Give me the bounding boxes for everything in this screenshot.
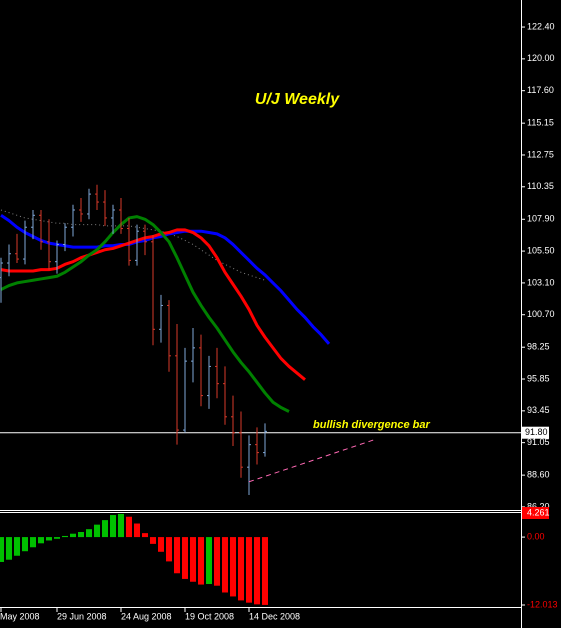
- osc-bar: [158, 537, 164, 552]
- osc-bar: [38, 537, 44, 544]
- y-tick-label: -12.013: [527, 599, 558, 609]
- osc-bar: [142, 533, 148, 538]
- y-tick-label: 115.15: [527, 118, 554, 128]
- x-tick-label: May 2008: [0, 611, 40, 621]
- y-tick-label: 103.10: [527, 277, 555, 287]
- osc-bar: [166, 537, 172, 562]
- y-tick-label: 100.70: [527, 309, 555, 319]
- osc-bar: [214, 537, 220, 586]
- y-tick-label: 91.05: [527, 437, 550, 447]
- osc-bar: [110, 515, 116, 538]
- osc-bar: [222, 537, 228, 593]
- y-tick-label: 110.35: [527, 181, 554, 191]
- chart-title: U/J Weekly: [255, 91, 340, 108]
- osc-bar: [246, 537, 252, 603]
- osc-bar: [62, 535, 68, 538]
- osc-bar: [70, 533, 76, 538]
- y-tick-label: 98.25: [527, 342, 550, 352]
- y-tick-label: 4.261: [527, 507, 550, 517]
- x-tick-label: 19 Oct 2008: [185, 611, 234, 621]
- x-tick-label: 14 Dec 2008: [249, 611, 300, 621]
- annotation: bullish divergence bar: [313, 419, 430, 431]
- current-price-box: [522, 426, 549, 439]
- osc-bar: [0, 537, 4, 562]
- osc-bar: [230, 537, 236, 597]
- osc-bar: [6, 537, 12, 560]
- osc-bar: [190, 537, 196, 582]
- x-tick-label: 24 Aug 2008: [121, 611, 172, 621]
- osc-bar: [206, 537, 212, 585]
- y-tick-label: 86.20: [527, 501, 550, 511]
- y-tick-label: 88.60: [527, 470, 550, 480]
- x-tick-label: 29 Jun 2008: [57, 611, 107, 621]
- y-tick-label: 93.45: [527, 405, 550, 415]
- osc-bar: [182, 537, 188, 579]
- y-tick-label: 107.90: [527, 214, 555, 224]
- osc-bar: [134, 523, 140, 538]
- osc-bar: [14, 537, 20, 556]
- y-tick-label: 117.60: [527, 85, 554, 95]
- osc-bar: [102, 520, 108, 538]
- osc-bar: [262, 537, 268, 605]
- y-tick-label: 0.00: [527, 531, 545, 541]
- osc-bar: [238, 537, 244, 601]
- osc-bar: [46, 537, 52, 541]
- y-tick-label: 112.75: [527, 149, 554, 159]
- osc-bar: [30, 537, 36, 548]
- ma-line: [0, 215, 290, 413]
- osc-bar: [86, 529, 92, 538]
- osc-bar: [198, 537, 204, 585]
- y-tick-label: 120.00: [527, 53, 555, 63]
- osc-bar: [150, 537, 156, 544]
- osc-bar: [118, 513, 124, 538]
- current-price-label: 91.80: [525, 427, 548, 437]
- divergence-line: [248, 438, 376, 483]
- value-box: [522, 507, 549, 519]
- osc-bar: [94, 524, 100, 538]
- y-tick-label: 122.40: [527, 21, 555, 31]
- osc-bar: [78, 532, 84, 538]
- y-tick-label: 95.85: [527, 373, 550, 383]
- osc-bar: [254, 537, 260, 605]
- osc-bar: [22, 537, 28, 552]
- y-tick-label: 105.50: [527, 245, 555, 255]
- osc-bar: [174, 537, 180, 574]
- osc-bar: [126, 516, 132, 538]
- osc-bar: [54, 537, 60, 539]
